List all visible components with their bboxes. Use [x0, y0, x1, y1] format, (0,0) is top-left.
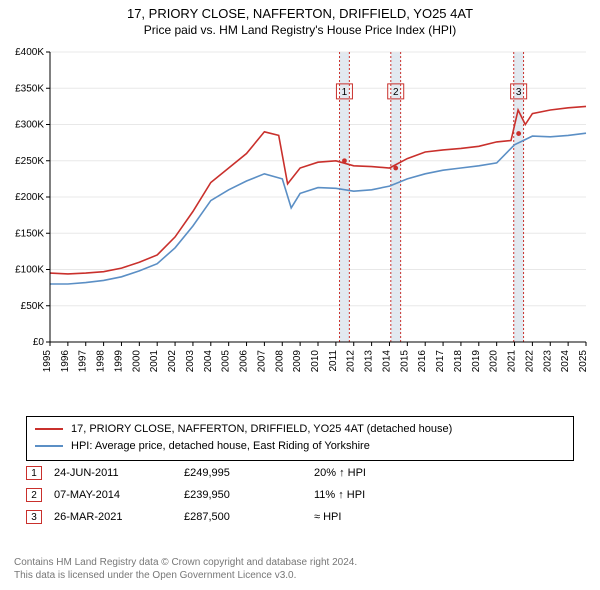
- svg-text:£100K: £100K: [15, 265, 44, 276]
- svg-text:2024: 2024: [560, 350, 571, 373]
- svg-text:2014: 2014: [381, 350, 392, 373]
- sale-vs-hpi: ≈ HPI: [314, 511, 494, 523]
- svg-text:1997: 1997: [78, 350, 89, 373]
- svg-text:2022: 2022: [524, 350, 535, 373]
- svg-text:2019: 2019: [471, 350, 482, 373]
- svg-text:£0: £0: [33, 337, 45, 348]
- svg-text:2018: 2018: [453, 350, 464, 373]
- sale-vs-hpi: 20% ↑ HPI: [314, 467, 494, 479]
- legend-label: HPI: Average price, detached house, East…: [71, 438, 370, 455]
- svg-text:2006: 2006: [239, 350, 250, 373]
- svg-text:2005: 2005: [221, 350, 232, 373]
- sale-marker-icon: 1: [26, 466, 42, 480]
- svg-text:£150K: £150K: [15, 228, 44, 239]
- svg-text:2003: 2003: [185, 350, 196, 373]
- footer-line-1: Contains HM Land Registry data © Crown c…: [14, 556, 357, 569]
- line-chart: 1 2 3 £0 £50K £100K £150K £200K £250K £300K £350K £…: [6, 46, 594, 406]
- sale-row: 1 24-JUN-2011£249,99520% ↑ HPI: [26, 462, 574, 484]
- svg-text:2021: 2021: [507, 350, 518, 373]
- svg-text:1: 1: [342, 87, 348, 98]
- sale-marker-icon: 3: [26, 510, 42, 524]
- attribution-footer: Contains HM Land Registry data © Crown c…: [14, 556, 357, 582]
- svg-text:2007: 2007: [256, 350, 267, 373]
- chart-title: 17, PRIORY CLOSE, NAFFERTON, DRIFFIELD, …: [0, 0, 600, 37]
- svg-text:2012: 2012: [346, 350, 357, 373]
- sale-vs-hpi: 11% ↑ HPI: [314, 489, 494, 501]
- svg-text:£250K: £250K: [15, 156, 44, 167]
- chart-area: 1 2 3 £0 £50K £100K £150K £200K £250K £300K £350K £…: [6, 46, 594, 406]
- svg-text:£300K: £300K: [15, 120, 44, 131]
- sale-date: 07-MAY-2014: [54, 489, 184, 501]
- svg-text:1998: 1998: [96, 350, 107, 373]
- sale-marker-icon: 2: [26, 488, 42, 502]
- svg-text:2008: 2008: [274, 350, 285, 373]
- legend-label: 17, PRIORY CLOSE, NAFFERTON, DRIFFIELD, …: [71, 421, 452, 438]
- legend: 17, PRIORY CLOSE, NAFFERTON, DRIFFIELD, …: [26, 416, 574, 461]
- legend-swatch: [35, 428, 63, 430]
- svg-text:2010: 2010: [310, 350, 321, 373]
- svg-text:2004: 2004: [203, 350, 214, 373]
- legend-item: 17, PRIORY CLOSE, NAFFERTON, DRIFFIELD, …: [35, 421, 565, 438]
- sale-date: 26-MAR-2021: [54, 511, 184, 523]
- svg-text:2025: 2025: [578, 350, 589, 373]
- sale-row: 3 26-MAR-2021£287,500≈ HPI: [26, 506, 574, 528]
- sale-price: £249,995: [184, 467, 314, 479]
- svg-text:£350K: £350K: [15, 83, 44, 94]
- svg-text:3: 3: [516, 87, 522, 98]
- svg-text:1996: 1996: [60, 350, 71, 373]
- sale-date: 24-JUN-2011: [54, 467, 184, 479]
- svg-text:2016: 2016: [417, 350, 428, 373]
- svg-text:£50K: £50K: [21, 301, 45, 312]
- svg-text:2001: 2001: [149, 350, 160, 373]
- svg-text:1995: 1995: [42, 350, 53, 373]
- svg-text:£400K: £400K: [15, 47, 44, 58]
- sales-table: 1 24-JUN-2011£249,99520% ↑ HPI 2 07-MAY-201…: [26, 462, 574, 528]
- svg-text:2009: 2009: [292, 350, 303, 373]
- title-line-1: 17, PRIORY CLOSE, NAFFERTON, DRIFFIELD, …: [0, 6, 600, 21]
- svg-text:2020: 2020: [489, 350, 500, 373]
- svg-text:1999: 1999: [113, 350, 124, 373]
- svg-text:2002: 2002: [167, 350, 178, 373]
- legend-swatch: [35, 445, 63, 447]
- svg-text:2017: 2017: [435, 350, 446, 373]
- svg-text:2015: 2015: [399, 350, 410, 373]
- sale-price: £287,500: [184, 511, 314, 523]
- footer-line-2: This data is licensed under the Open Gov…: [14, 569, 357, 582]
- svg-text:2000: 2000: [131, 350, 142, 373]
- svg-text:2: 2: [393, 87, 399, 98]
- svg-text:2023: 2023: [542, 350, 553, 373]
- svg-text:£200K: £200K: [15, 192, 44, 203]
- sale-row: 2 07-MAY-2014£239,95011% ↑ HPI: [26, 484, 574, 506]
- sale-price: £239,950: [184, 489, 314, 501]
- title-line-2: Price paid vs. HM Land Registry's House …: [0, 23, 600, 37]
- svg-text:2011: 2011: [328, 350, 339, 372]
- svg-text:2013: 2013: [364, 350, 375, 373]
- legend-item: HPI: Average price, detached house, East…: [35, 438, 565, 455]
